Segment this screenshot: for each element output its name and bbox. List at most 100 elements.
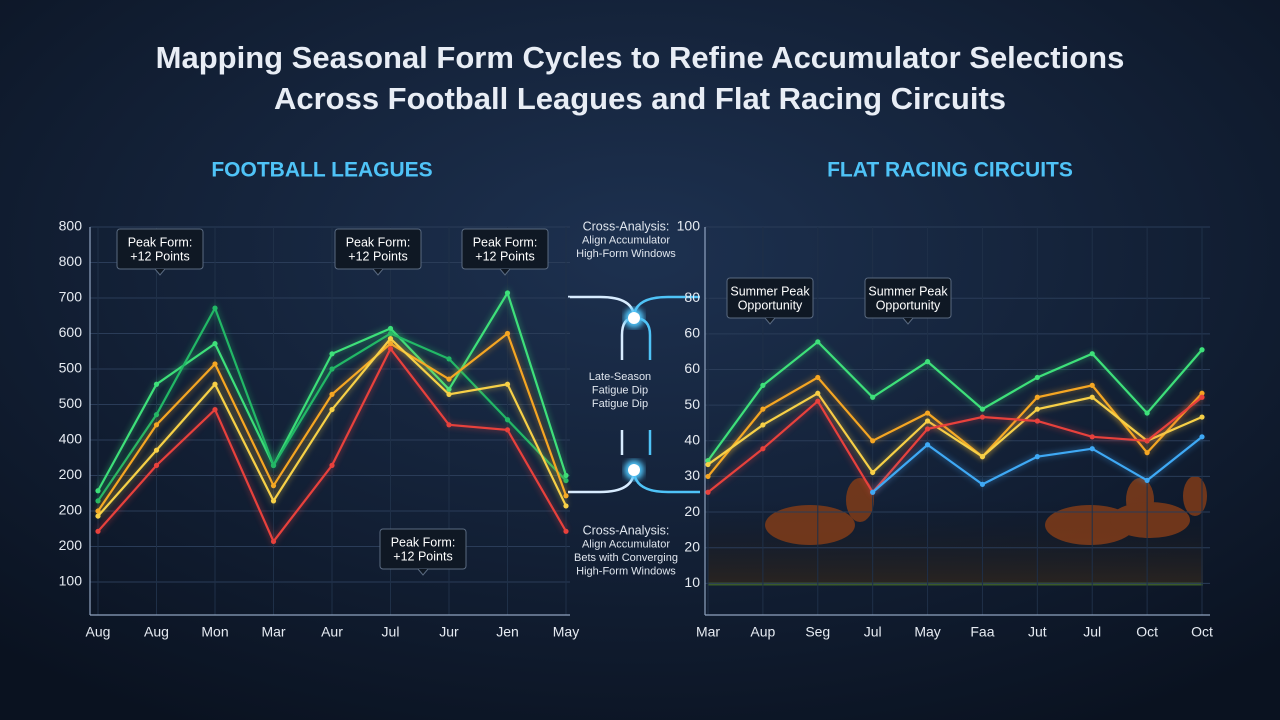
annotation-text: Summer Peak	[730, 284, 810, 298]
point	[1199, 347, 1205, 353]
point	[924, 442, 931, 448]
point	[1034, 374, 1040, 381]
point	[924, 410, 931, 416]
annotation-text: +12 Points	[130, 249, 189, 263]
point	[563, 528, 569, 534]
chart-title: FLAT RACING CIRCUITS	[827, 159, 1073, 182]
point	[504, 290, 511, 296]
annotation-text: Peak Form:	[128, 235, 193, 249]
point	[504, 427, 511, 433]
point	[870, 469, 876, 476]
annotation-pointer	[764, 317, 776, 325]
point	[563, 503, 569, 509]
y-tick-label: 20	[684, 503, 700, 519]
point	[924, 359, 931, 365]
annotation-text: Opportunity	[738, 298, 803, 312]
point	[1034, 418, 1040, 424]
center-note: Bets with Converging	[574, 552, 678, 564]
point	[815, 374, 821, 381]
point	[1199, 394, 1205, 400]
center-note: Fatigue Dip	[592, 398, 648, 410]
point	[1089, 446, 1095, 452]
point	[446, 422, 452, 428]
point	[870, 438, 876, 444]
point	[870, 489, 876, 495]
y-tick-label: 30	[684, 467, 700, 483]
y-tick-label: 100	[677, 218, 701, 234]
point	[979, 454, 986, 460]
point	[153, 422, 160, 428]
point	[924, 426, 931, 432]
center-note: Align Accumulator	[582, 538, 670, 550]
point	[270, 462, 277, 468]
point	[329, 366, 335, 372]
point	[387, 346, 394, 352]
x-tick-label: Aug	[86, 624, 111, 640]
point	[504, 381, 511, 387]
y-tick-label: 200	[59, 537, 83, 553]
point	[815, 339, 821, 345]
point	[870, 394, 876, 400]
point	[504, 330, 511, 337]
point	[212, 381, 218, 387]
point	[153, 462, 160, 468]
point	[95, 498, 101, 504]
x-tick-label: Jul	[382, 624, 400, 640]
point	[446, 376, 452, 382]
point	[815, 390, 821, 396]
annotation-pointer	[372, 268, 384, 276]
point	[979, 406, 986, 412]
x-tick-label: Aug	[144, 624, 169, 640]
title-line: Mapping Seasonal Form Cycles to Refine A…	[156, 40, 1125, 75]
point	[979, 414, 986, 420]
center-note: Fatigue Dip	[592, 384, 648, 396]
point	[387, 330, 394, 337]
x-tick-label: Aur	[321, 624, 343, 640]
point	[760, 422, 766, 428]
point	[270, 498, 277, 504]
point	[329, 391, 335, 397]
point	[1089, 394, 1095, 400]
title-line: Across Football Leagues and Flat Racing …	[274, 81, 1006, 116]
point	[329, 406, 335, 413]
x-tick-label: Mar	[261, 624, 285, 640]
y-tick-label: 500	[59, 395, 83, 411]
point	[1089, 382, 1095, 388]
y-tick-label: 700	[59, 289, 83, 305]
x-tick-label: Faa	[970, 624, 994, 640]
series-line	[707, 340, 1203, 462]
point	[504, 417, 511, 423]
annotation-text: Opportunity	[876, 298, 941, 312]
series-line	[707, 396, 1203, 495]
x-tick-label: Jul	[1083, 624, 1101, 640]
center-note: Late-Season	[589, 371, 651, 383]
y-tick-label: 60	[684, 360, 700, 376]
point	[705, 489, 711, 495]
y-tick-label: 10	[684, 574, 700, 590]
annotation-text: +12 Points	[475, 249, 534, 263]
point	[95, 528, 101, 534]
y-tick-label: 60	[684, 325, 700, 341]
point	[1144, 477, 1150, 483]
chart-title: FOOTBALL LEAGUES	[211, 159, 432, 182]
point	[329, 462, 335, 468]
point	[212, 341, 218, 347]
x-tick-label: Jul	[864, 624, 882, 640]
point	[270, 483, 277, 489]
center-note: Align Accumulator	[582, 234, 670, 246]
point	[270, 538, 277, 545]
center-note: Cross-Analysis:	[583, 219, 670, 233]
annotation-text: Summer Peak	[868, 284, 948, 298]
point	[563, 493, 569, 499]
node	[628, 312, 640, 324]
point	[1144, 450, 1150, 456]
center-note: High-Form Windows	[576, 565, 676, 577]
point	[446, 391, 452, 397]
point	[1199, 390, 1205, 396]
annotation-text: Peak Form:	[391, 535, 456, 549]
point	[95, 513, 101, 519]
point	[387, 325, 394, 332]
y-tick-label: 50	[684, 396, 700, 412]
